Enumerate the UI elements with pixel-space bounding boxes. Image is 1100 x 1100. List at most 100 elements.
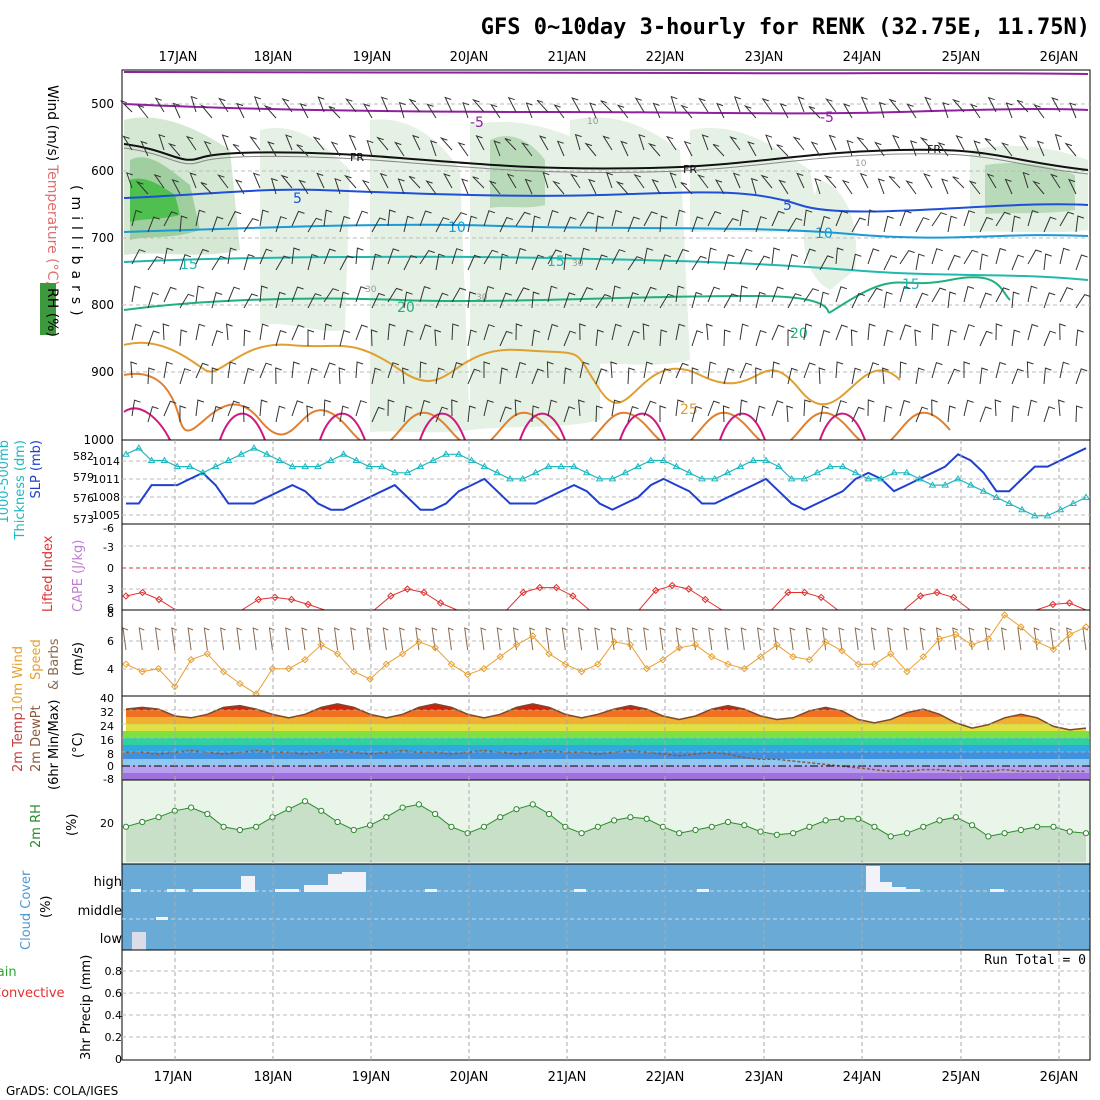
upper-wind-barb xyxy=(579,323,586,341)
thickness-point xyxy=(237,450,246,457)
upper-wind-barb xyxy=(776,144,789,157)
upper-wind-barb xyxy=(330,141,341,157)
upper-wind-barb xyxy=(472,176,485,189)
upper-wind-barb xyxy=(1075,329,1084,347)
upper-wind-barb xyxy=(951,98,965,113)
upper-wind-barb xyxy=(195,285,205,303)
upper-wind-barb xyxy=(403,215,414,233)
upper-wind-barb xyxy=(883,254,898,271)
upper-wind-barb xyxy=(531,254,545,271)
cloud-level-label: high xyxy=(94,875,122,890)
upper-wind-barb xyxy=(515,247,527,265)
upper-wind-barb xyxy=(419,324,432,341)
rh-point xyxy=(790,830,797,837)
upper-wind-barb xyxy=(499,216,513,233)
pressure-tick: 700 xyxy=(91,231,114,245)
upper-wind-barb xyxy=(306,405,314,423)
rh-point xyxy=(350,826,357,834)
upper-wind-barb xyxy=(947,405,956,423)
upper-wind-barb xyxy=(579,211,595,227)
upper-wind-barb xyxy=(963,324,975,341)
chart-title: GFS 0~10day 3-hourly for RENK (32.75E, 1… xyxy=(481,15,1090,40)
upper-wind-barb xyxy=(259,248,273,265)
upper-wind-barb xyxy=(515,323,523,341)
temp-band xyxy=(123,759,1089,766)
upper-wind-barb xyxy=(371,217,386,233)
upper-wind-barb xyxy=(643,400,657,417)
upper-wind-barb xyxy=(259,323,269,341)
upper-wind-barb xyxy=(323,399,331,417)
upper-wind-barb xyxy=(675,248,689,265)
upper-wind-barb xyxy=(675,399,685,417)
upper-wind-barb xyxy=(291,210,305,227)
bottom-date-label: 23JAN xyxy=(745,1070,784,1085)
wind10m-ylabel-units: (m/s) xyxy=(71,642,86,676)
upper-wind-barb xyxy=(338,367,346,385)
upper-wind-barb xyxy=(291,361,300,379)
upper-wind-barb xyxy=(723,329,731,347)
thickness-point xyxy=(826,462,834,470)
rh-area xyxy=(570,117,690,365)
upper-wind-barb xyxy=(275,255,291,271)
rh-point xyxy=(220,823,227,830)
slp-tick: 1008 xyxy=(92,491,120,504)
upper-wind-barb xyxy=(515,287,530,303)
temp-band xyxy=(123,766,1089,773)
wind-speed-point xyxy=(1082,623,1090,631)
wind-barb xyxy=(545,627,552,651)
upper-wind-barb xyxy=(739,362,753,379)
thickness-point xyxy=(416,462,425,470)
upper-wind-barb xyxy=(467,405,476,423)
upper-wind-barb xyxy=(556,140,565,157)
top-date-label: 18JAN xyxy=(254,50,293,65)
thickness-point xyxy=(749,456,758,463)
rh-point xyxy=(1001,830,1008,837)
upper-wind-barb xyxy=(979,216,993,233)
upper-wind-barb xyxy=(915,253,925,271)
upper-wind-barb xyxy=(739,399,748,417)
contour-label: 5 xyxy=(293,191,302,207)
thickness-tick: 576 xyxy=(73,492,94,505)
thickness-point xyxy=(224,456,233,463)
upper-wind-barb xyxy=(909,140,917,157)
precip-tick: 0.8 xyxy=(105,965,123,978)
rh-legend-swatch xyxy=(40,283,56,335)
upper-wind-barb xyxy=(339,405,349,423)
contour-label: 15 xyxy=(902,277,920,293)
upper-wind-barb xyxy=(899,361,907,379)
thickness-point xyxy=(544,462,553,470)
thickness-point xyxy=(1082,493,1090,500)
upper-wind-barb xyxy=(179,368,191,385)
upper-wind-barb xyxy=(457,141,469,157)
upper-wind-barb xyxy=(1043,367,1052,385)
rh2m-ylabel-units: (%) xyxy=(65,814,80,837)
upper-wind-barb xyxy=(683,140,693,157)
wind-speed-point xyxy=(219,667,228,676)
upper-wind-barb xyxy=(615,181,629,195)
credit-label: GrADS: COLA/IGES xyxy=(6,1084,118,1098)
upper-wind-barb xyxy=(835,324,848,341)
cloud-cell xyxy=(425,889,437,892)
rh-point xyxy=(822,817,829,824)
upper-wind-barb xyxy=(563,367,572,385)
lifted-index-point xyxy=(569,592,577,600)
upper-wind-barb xyxy=(296,144,309,157)
contour-label: 5 xyxy=(783,198,792,214)
upper-wind-barb xyxy=(461,178,469,195)
wind-speed-point xyxy=(512,641,521,649)
wind-tick: 8 xyxy=(107,607,114,620)
upper-wind-barb xyxy=(380,96,389,113)
wind-speed-point xyxy=(903,667,911,676)
cape-ylabel-li: Lifted Index xyxy=(41,535,56,612)
precip-y-axis: 0.8 0.6 0.4 0.2 0 xyxy=(105,965,123,1066)
upper-wind-barb xyxy=(882,367,889,385)
upper-wind-barb xyxy=(243,293,258,309)
slp-ylabel-slp: SLP (mb) xyxy=(29,440,44,499)
upper-wind-barb xyxy=(163,286,177,303)
cloud-cell xyxy=(304,885,328,892)
upper-wind-barb xyxy=(610,361,618,379)
rh2m-markers xyxy=(122,798,1090,840)
upper-wind-barb xyxy=(259,285,268,303)
upper-wind-barb xyxy=(419,210,432,227)
cloud-cell xyxy=(328,874,342,892)
